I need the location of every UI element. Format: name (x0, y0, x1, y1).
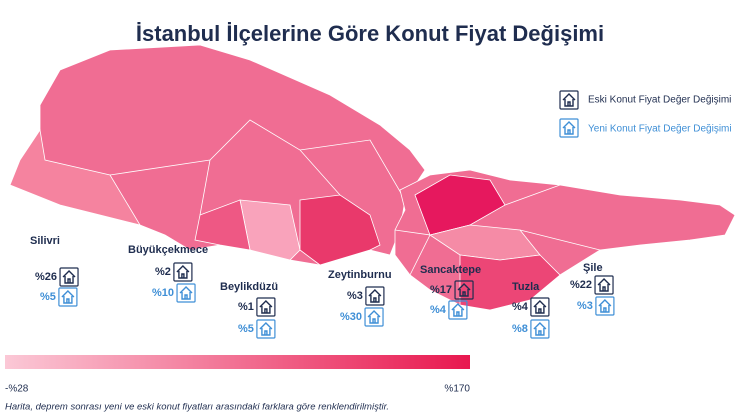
icon-frame (365, 286, 385, 306)
icon-frame (454, 280, 474, 300)
icon-frame (256, 319, 276, 339)
house-icon (58, 287, 78, 307)
new-change: %3 (577, 300, 593, 312)
house-icon (176, 283, 196, 303)
house-icon (448, 300, 468, 320)
color-scale (5, 355, 470, 369)
icon-house (562, 121, 576, 135)
icon-house (562, 93, 576, 107)
legend-old-label: Eski Konut Fiyat Değer Değişimi (588, 95, 731, 106)
scale-max: %170 (444, 384, 470, 395)
house-icon (256, 319, 276, 339)
house-icon (173, 262, 193, 282)
icon-frame (559, 90, 579, 110)
icon-house (597, 278, 611, 292)
district-name: Şile (583, 262, 603, 274)
icon-house (533, 322, 547, 336)
new-change: %30 (340, 311, 362, 323)
house-icon (59, 267, 79, 287)
new-change: %5 (238, 323, 254, 335)
old-change: %3 (347, 290, 363, 302)
house-icon (559, 118, 579, 138)
icon-frame (176, 283, 196, 303)
icon-house (259, 300, 273, 314)
icon-house (62, 270, 76, 284)
house-icon (530, 319, 550, 339)
icon-house (533, 300, 547, 314)
district-name: Tuzla (512, 281, 540, 293)
icon-frame (530, 297, 550, 317)
district-name: Sancaktepe (420, 264, 481, 276)
district-name: Silivri (30, 235, 60, 247)
house-icon (594, 275, 614, 295)
district-shape (299, 194, 381, 266)
icon-frame (559, 118, 579, 138)
house-icon (364, 307, 384, 327)
district-shape (109, 119, 406, 216)
icon-frame (594, 275, 614, 295)
old-change: %22 (570, 279, 592, 291)
icon-house (368, 289, 382, 303)
icon-frame (595, 296, 615, 316)
house-icon (365, 286, 385, 306)
icon-house (179, 286, 193, 300)
icon-frame (59, 267, 79, 287)
legend: Eski Konut Fiyat Değer Değişimi Yeni Kon… (559, 90, 732, 138)
new-change: %4 (430, 304, 447, 316)
house-icon (530, 297, 550, 317)
district-name: Büyükçekmece (128, 244, 208, 256)
district-name: Beylikdüzü (220, 281, 278, 293)
new-change: %5 (40, 291, 56, 303)
house-icon (595, 296, 615, 316)
new-change: %8 (512, 323, 528, 335)
new-change: %10 (152, 287, 174, 299)
icon-frame (364, 307, 384, 327)
district-shape (239, 199, 301, 261)
icon-house (259, 322, 273, 336)
district-shape (394, 184, 601, 276)
house-icon (559, 90, 579, 110)
footnote: Harita, deprem sonrası yeni ve eski konu… (5, 402, 389, 413)
house-icon (256, 297, 276, 317)
house-icon (454, 280, 474, 300)
old-change: %26 (35, 271, 57, 283)
icon-house (451, 303, 465, 317)
legend-new-label: Yeni Konut Fiyat Değer Değişimi (588, 124, 732, 135)
icon-house (61, 290, 75, 304)
old-change: %17 (430, 284, 452, 296)
old-change: %2 (155, 266, 171, 278)
icon-frame (256, 297, 276, 317)
icon-frame (448, 300, 468, 320)
district-shape (459, 254, 561, 311)
title: İstanbul İlçelerine Göre Konut Fiyat Değ… (136, 21, 604, 46)
icon-house (457, 283, 471, 297)
old-change: %1 (238, 301, 254, 313)
icon-house (598, 299, 612, 313)
district-shape (194, 199, 251, 251)
icon-house (176, 265, 190, 279)
icon-frame (173, 262, 193, 282)
icon-frame (530, 319, 550, 339)
icon-frame (58, 287, 78, 307)
icon-house (367, 310, 381, 324)
map (9, 44, 736, 311)
scale-min: -%28 (5, 384, 29, 395)
old-change: %4 (512, 301, 529, 313)
district-labels: Silivri %26 %5 Büyükçekmece %2 %10 Beylikdüzü%… (30, 235, 615, 339)
district-name: Zeytinburnu (328, 269, 392, 281)
